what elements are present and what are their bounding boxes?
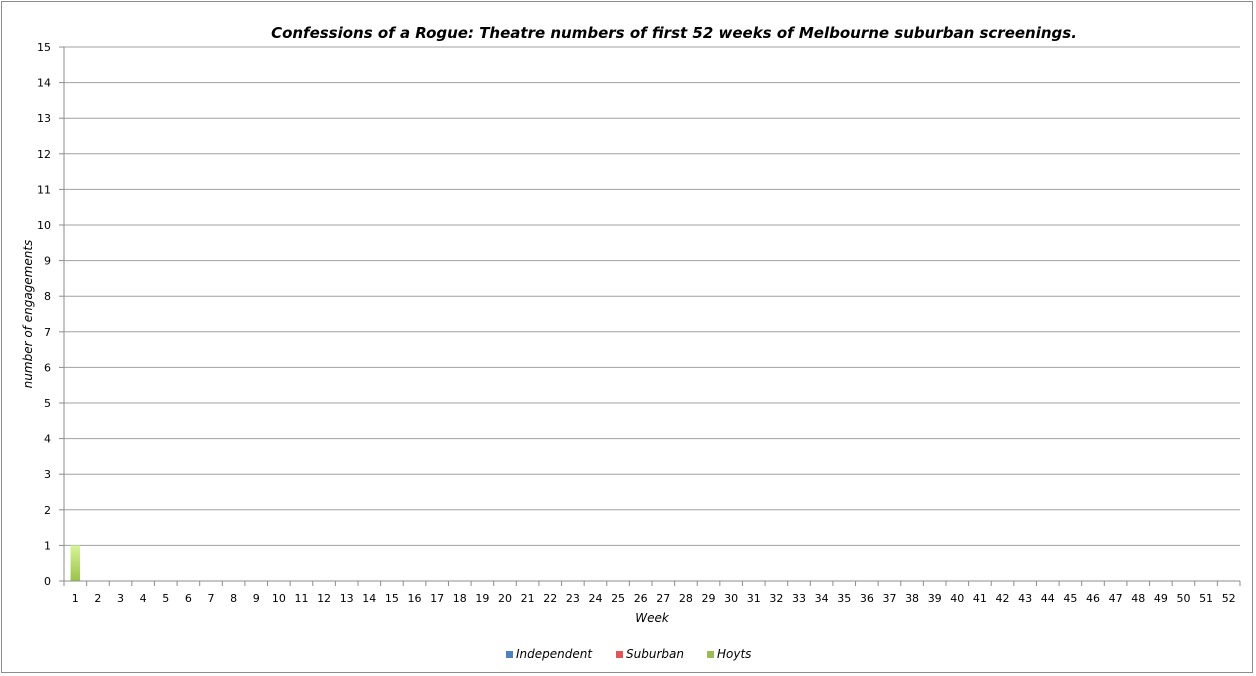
x-tick-label: 42 xyxy=(996,592,1010,605)
y-tick-label: 15 xyxy=(37,41,51,54)
x-tick-label: 44 xyxy=(1041,592,1055,605)
x-tick-label: 9 xyxy=(253,592,260,605)
x-tick-label: 19 xyxy=(475,592,489,605)
legend-swatch xyxy=(616,651,623,658)
y-tick-label: 1 xyxy=(44,539,51,552)
legend-label: Independent xyxy=(516,647,593,661)
x-tick-label: 45 xyxy=(1063,592,1077,605)
x-tick-label: 41 xyxy=(973,592,987,605)
x-tick-label: 37 xyxy=(882,592,896,605)
x-tick-label: 47 xyxy=(1109,592,1123,605)
x-tick-label: 3 xyxy=(117,592,124,605)
y-tick-label: 0 xyxy=(44,575,51,588)
y-tick-label: 6 xyxy=(44,361,51,374)
x-tick-label: 29 xyxy=(702,592,716,605)
y-tick-label: 11 xyxy=(37,183,51,196)
x-tick-label: 48 xyxy=(1131,592,1145,605)
legend-item-hoyts: Hoyts xyxy=(707,647,751,661)
x-tick-label: 32 xyxy=(769,592,783,605)
legend-label: Hoyts xyxy=(717,647,751,661)
x-tick-label: 35 xyxy=(837,592,851,605)
x-tick-label: 11 xyxy=(294,592,308,605)
y-tick-label: 5 xyxy=(44,397,51,410)
x-tick-label: 14 xyxy=(362,592,376,605)
y-tick-label: 12 xyxy=(37,148,51,161)
x-tick-label: 52 xyxy=(1222,592,1236,605)
x-tick-label: 25 xyxy=(611,592,625,605)
x-tick-label: 12 xyxy=(317,592,331,605)
x-tick-label: 26 xyxy=(634,592,648,605)
x-tick-label: 50 xyxy=(1176,592,1190,605)
y-tick-label: 10 xyxy=(37,219,51,232)
x-tick-label: 4 xyxy=(140,592,147,605)
x-tick-label: 51 xyxy=(1199,592,1213,605)
x-tick-label: 39 xyxy=(928,592,942,605)
x-tick-label: 28 xyxy=(679,592,693,605)
x-tick-label: 15 xyxy=(385,592,399,605)
x-tick-label: 38 xyxy=(905,592,919,605)
legend-swatch xyxy=(506,651,513,658)
chart-title: Confessions of a Rogue: Theatre numbers … xyxy=(271,24,1077,42)
y-tick-label: 3 xyxy=(44,468,51,481)
legend-label: Suburban xyxy=(626,647,684,661)
y-tick-label: 14 xyxy=(37,77,51,90)
x-tick-label: 1 xyxy=(72,592,79,605)
legend-swatch xyxy=(707,651,714,658)
x-tick-label: 20 xyxy=(498,592,512,605)
x-tick-label: 17 xyxy=(430,592,444,605)
x-tick-label: 30 xyxy=(724,592,738,605)
x-axis-label: Week xyxy=(635,611,670,625)
legend-item-independent: Independent xyxy=(506,647,593,661)
y-tick-label: 8 xyxy=(44,290,51,303)
x-tick-label: 31 xyxy=(747,592,761,605)
x-tick-label: 46 xyxy=(1086,592,1100,605)
x-tick-label: 6 xyxy=(185,592,192,605)
x-tick-label: 22 xyxy=(543,592,557,605)
legend-item-suburban: Suburban xyxy=(616,647,684,661)
x-tick-label: 5 xyxy=(162,592,169,605)
x-tick-label: 27 xyxy=(656,592,670,605)
x-tick-label: 8 xyxy=(230,592,237,605)
x-tick-label: 34 xyxy=(815,592,829,605)
y-tick-label: 4 xyxy=(44,433,51,446)
y-tick-label: 7 xyxy=(44,326,51,339)
x-tick-label: 49 xyxy=(1154,592,1168,605)
x-tick-label: 10 xyxy=(272,592,286,605)
x-tick-label: 7 xyxy=(208,592,215,605)
x-tick-label: 2 xyxy=(94,592,101,605)
x-tick-label: 21 xyxy=(521,592,535,605)
x-tick-label: 18 xyxy=(453,592,467,605)
x-tick-label: 33 xyxy=(792,592,806,605)
x-tick-label: 40 xyxy=(950,592,964,605)
y-tick-label: 13 xyxy=(37,112,51,125)
x-tick-label: 16 xyxy=(408,592,422,605)
y-tick-label: 2 xyxy=(44,504,51,517)
y-tick-label: 9 xyxy=(44,255,51,268)
bar-hoyts-week-1 xyxy=(70,545,81,581)
y-axis-label: number of engagements xyxy=(21,240,35,389)
x-tick-label: 23 xyxy=(566,592,580,605)
x-tick-label: 36 xyxy=(860,592,874,605)
x-tick-label: 24 xyxy=(588,592,602,605)
x-tick-label: 13 xyxy=(340,592,354,605)
x-tick-label: 43 xyxy=(1018,592,1032,605)
